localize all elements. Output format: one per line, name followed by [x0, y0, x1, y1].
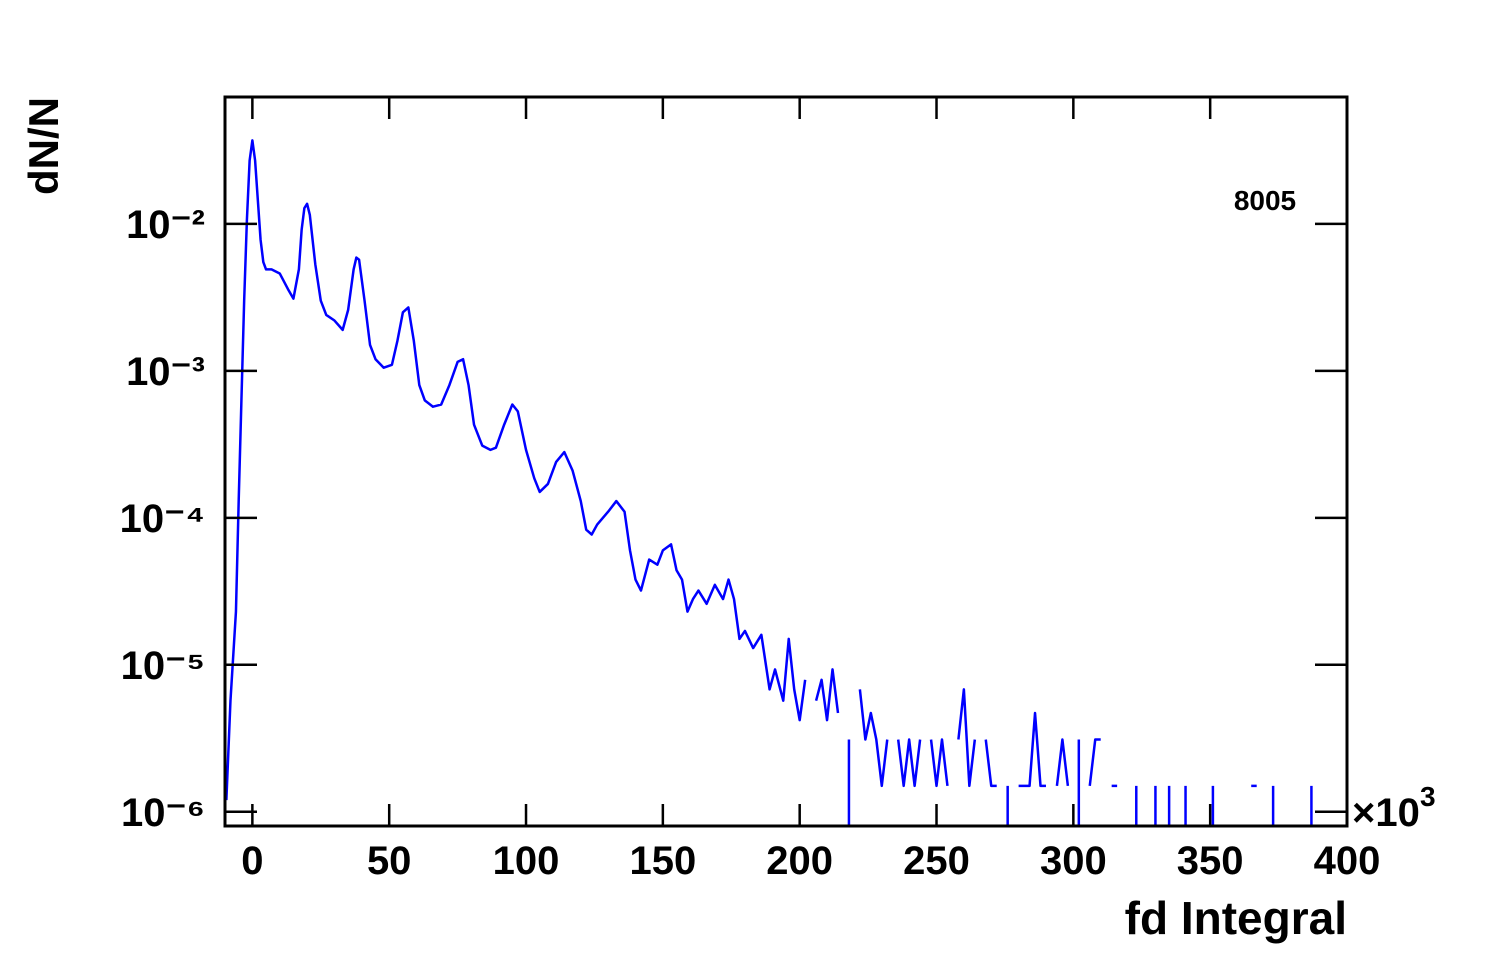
y-tick-label: 10⁻⁴: [120, 497, 205, 541]
x-tick-label: 100: [493, 839, 560, 883]
x-tick-label: 350: [1177, 839, 1244, 883]
data-line: [225, 139, 807, 801]
data-line: [896, 738, 922, 788]
x-tick-label: 150: [629, 839, 696, 883]
x-tick-label: 50: [367, 839, 412, 883]
y-tick-label: 10⁻⁶: [121, 791, 205, 835]
data-line: [929, 738, 949, 788]
plot-frame: [223, 95, 1349, 828]
x-tick-label: 250: [903, 839, 970, 883]
x-tick-label: 400: [1314, 839, 1381, 883]
data-line: [1018, 711, 1046, 788]
y-tick-label: 10⁻²: [126, 203, 205, 247]
y-tick-label: 10⁻⁵: [121, 644, 205, 688]
x-scale-label: ×10: [1352, 791, 1420, 835]
data-line: [814, 668, 840, 722]
x-scale-exponent: 3: [1420, 781, 1436, 812]
x-tick-label: 200: [766, 839, 833, 883]
x-tick-label: 0: [241, 839, 263, 883]
data-line: [984, 739, 997, 788]
data-line: [1088, 738, 1101, 787]
y-tick-label: 10⁻³: [126, 350, 205, 394]
data-line: [858, 689, 889, 788]
legend-label: 8005: [1234, 185, 1296, 216]
data-line: [1055, 738, 1070, 787]
x-tick-label: 300: [1040, 839, 1107, 883]
data-line: [957, 688, 977, 788]
y-axis-label: dN/N: [20, 97, 67, 195]
x-axis-label: fd Integral: [1125, 892, 1347, 944]
